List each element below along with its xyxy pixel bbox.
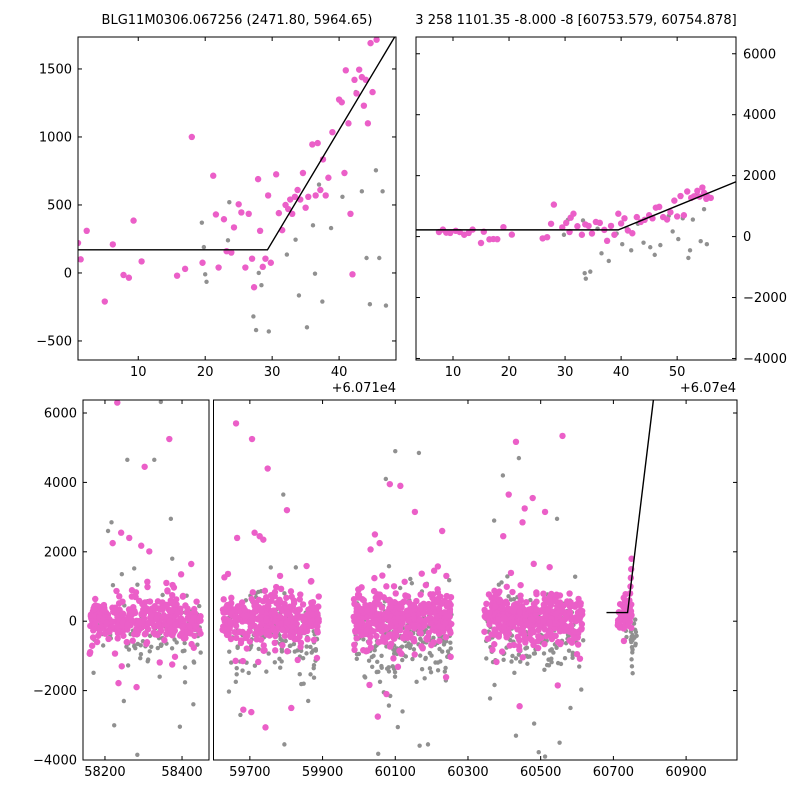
y-tick-label: 2000 (743, 169, 776, 184)
x-tick-label: 50 (669, 365, 686, 380)
plot-top_left: 10 20 30 40 −500 0 500 1000 1500 +6.071e4 (36, 36, 397, 396)
x-tick-label: 60500 (520, 765, 561, 780)
x-tick-label: 59700 (229, 765, 270, 780)
x-tick-label: 20 (197, 365, 214, 380)
data-points-panel (78, 37, 396, 334)
data-points-panel (86, 400, 204, 757)
x-tick-label: 30 (264, 365, 281, 380)
data-points-panel (416, 181, 736, 281)
axes-spines (82, 399, 210, 761)
x-axis-offset-label: +6.07e4 (680, 381, 736, 396)
x-tick-label: 60100 (375, 765, 416, 780)
x-tick-label: 60700 (593, 765, 634, 780)
y-tick-label: 1500 (39, 62, 72, 77)
x-tick-label: 60900 (665, 765, 706, 780)
y-tick-label: 4000 (743, 108, 776, 123)
x-axis-offset-label: +6.071e4 (332, 381, 396, 396)
y-tick-label: 4000 (44, 476, 77, 491)
y-tick-label: 1000 (39, 130, 72, 145)
fit-line (416, 181, 736, 231)
y-tick-label: 500 (47, 198, 72, 213)
y-tick-label: −500 (36, 334, 72, 349)
x-tick-label: 40 (331, 365, 348, 380)
x-tick-label: 60300 (447, 765, 488, 780)
x-tick-label: 10 (130, 365, 147, 380)
data-points-panel (219, 400, 655, 759)
axes-spines (213, 399, 738, 761)
x-tick-label: 30 (557, 365, 574, 380)
fit-line (78, 37, 396, 251)
axes-spines (77, 36, 397, 361)
x-tick-label: 58200 (84, 765, 125, 780)
y-tick-label: −4000 (743, 352, 787, 367)
x-tick-label: 10 (445, 365, 462, 380)
x-tick-label: 58400 (161, 765, 202, 780)
y-tick-label: 0 (64, 266, 72, 281)
axes-spines (415, 36, 737, 361)
plot-title-top-left: BLG11M0306.067256 (2471.80, 5964.65) (101, 13, 373, 28)
plot-top_right: 10 20 30 40 50 −4000 −2000 0 2000 4000 6000 +6.07e4 (415, 36, 787, 396)
y-tick-label: −4000 (33, 754, 77, 769)
y-tick-label: 0 (69, 615, 77, 630)
x-tick-label: 20 (501, 365, 518, 380)
plot-bottom: 58200 58400 59700 59900 60100 60300 60500 60700… (33, 399, 738, 780)
y-tick-label: 2000 (44, 545, 77, 560)
y-tick-label: 0 (743, 230, 751, 245)
plot-title-top-right: 3 258 1101.35 -8.000 -8 [60753.579, 6075… (415, 13, 737, 28)
x-tick-label: 59900 (302, 765, 343, 780)
x-tick-label: 40 (613, 365, 630, 380)
y-tick-label: −2000 (743, 291, 787, 306)
y-tick-label: 6000 (44, 407, 77, 422)
y-tick-label: 6000 (743, 47, 776, 62)
fit-line (606, 400, 655, 614)
y-tick-label: −2000 (33, 684, 77, 699)
